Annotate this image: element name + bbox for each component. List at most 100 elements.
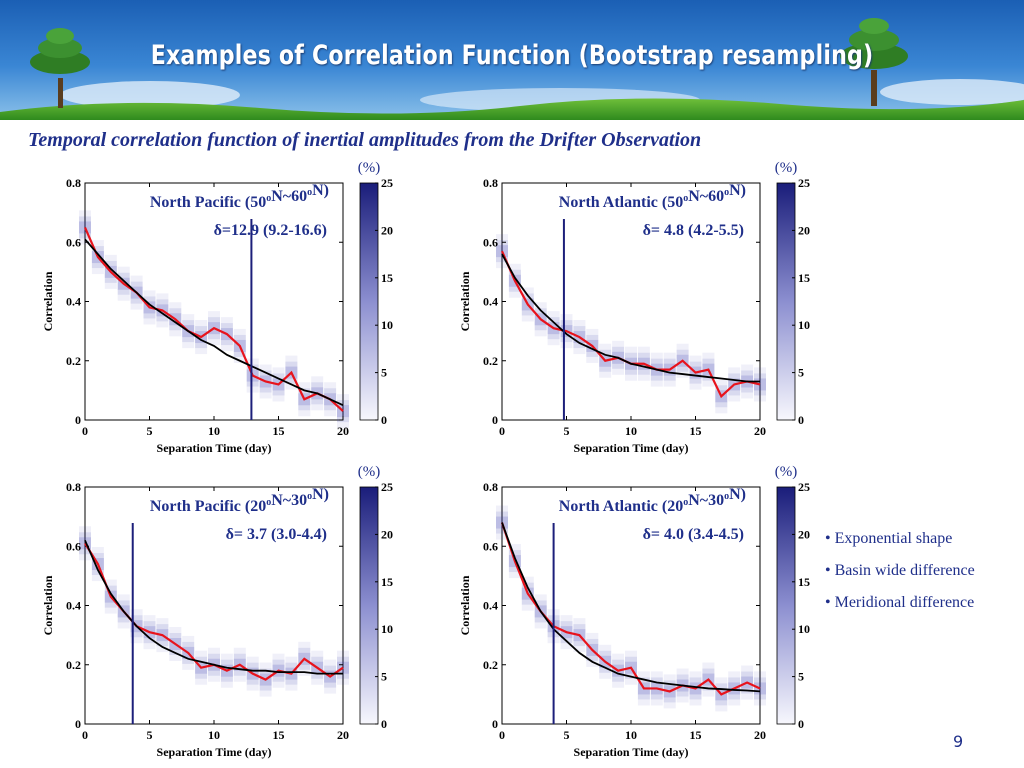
x-tick-label: 20 [754,424,766,438]
region-label: North Pacific (20oN~30oN) [150,486,329,515]
colorbar-tick-label: 0 [381,717,387,731]
region-label-part: North Pacific (20 [150,498,266,515]
colorbar-tick-label: 25 [381,480,393,494]
degree-superscript: o [266,497,271,508]
colorbar-tick-label: 15 [381,575,393,589]
y-tick-label: 0 [492,413,498,427]
plot-frame [501,182,761,421]
bullet-item: • Exponential shape [825,530,953,547]
colorbar-tick-label: 5 [798,670,804,684]
colorbar-tick-label: 10 [798,622,810,636]
bullet-list: • Exponential shape • Basin wide differe… [825,528,975,624]
chart-panel-2: 0 5 10 15 20 0 0.2 0.4 0.6 0.8 Separation Time (da… [41,464,393,759]
y-tick-label: 0.4 [483,599,498,613]
page-number: 9 [953,732,964,751]
colorbar-tick-label: 10 [798,318,810,332]
degree-superscript: o [724,491,729,502]
x-tick-label: 0 [82,424,88,438]
region-label-part: North Atlantic (50 [559,194,683,211]
colorbar [776,486,796,725]
region-label-part: N~30 [688,492,724,509]
y-tick-label: 0.6 [66,235,81,249]
colorbar-unit-label: (%) [358,160,381,176]
x-tick-label: 5 [564,424,570,438]
x-tick-label: 15 [273,424,285,438]
chart-panel-0: 0 5 10 15 20 0 0.2 0.4 0.6 0.8 Separation Time (da… [41,160,393,455]
y-tick-label: 0.6 [66,539,81,553]
colorbar-tick-label: 20 [798,527,810,541]
x-tick-label: 5 [147,728,153,742]
header-banner: Examples of Correlation Function (Bootst… [0,0,1024,120]
chart-panel-3: 0 5 10 15 20 0 0.2 0.4 0.6 0.8 Separation Time (da… [458,464,810,759]
plot-frame [84,182,344,421]
region-label: North Atlantic (50oN~60oN) [559,182,746,211]
x-tick-label: 10 [625,728,637,742]
y-tick-label: 0.2 [483,354,498,368]
plot-frame [84,486,344,725]
y-axis-label: Correlation [41,575,55,635]
degree-superscript: o [683,193,688,204]
colorbar-tick-label: 5 [381,670,387,684]
colorbar-tick-label: 15 [381,271,393,285]
colorbar [776,182,796,421]
y-tick-label: 0.4 [66,295,81,309]
degree-superscript: o [266,193,271,204]
series-line-fit [501,253,760,383]
x-axis-label: Separation Time (day) [157,745,272,759]
series-line-fit [84,539,343,675]
region-label-part: N~30 [271,492,307,509]
x-tick-label: 0 [499,424,505,438]
x-tick-label: 10 [625,424,637,438]
slide-title: Examples of Correlation Function (Bootst… [150,40,874,71]
colorbar-unit-label: (%) [775,160,798,176]
colorbar-tick-label: 5 [381,366,387,380]
x-tick-label: 5 [564,728,570,742]
x-tick-label: 10 [208,424,220,438]
colorbar-tick-label: 20 [798,223,810,237]
y-tick-label: 0.8 [483,480,498,494]
region-label-part: North Atlantic (20 [559,498,683,515]
region-label-part: N~60 [271,188,307,205]
x-tick-label: 15 [690,424,702,438]
colorbar-tick-label: 5 [798,366,804,380]
y-tick-label: 0.6 [483,539,498,553]
y-tick-label: 0.8 [66,480,81,494]
chart-panel-1: 0 5 10 15 20 0 0.2 0.4 0.6 0.8 Separation Time (da… [458,160,810,455]
series-line-fit [501,522,761,693]
colorbar [359,486,379,725]
degree-superscript: o [307,491,312,502]
region-label-part: N) [312,486,329,503]
y-axis-label: Correlation [458,271,472,331]
colorbar-tick-label: 25 [381,176,393,190]
series-line-fit [84,238,344,407]
colorbar-tick-label: 10 [381,622,393,636]
bullet-item: • Meridional difference [825,594,975,611]
region-label: North Pacific (50oN~60oN) [150,182,329,211]
sky-banner-image [0,0,1024,120]
colorbar-tick-label: 10 [381,318,393,332]
degree-superscript: o [683,497,688,508]
y-tick-label: 0.8 [66,176,81,190]
colorbar-unit-label: (%) [358,464,381,480]
series-line-observed [83,226,344,412]
region-label-part: N~60 [688,188,724,205]
y-tick-label: 0.2 [66,658,81,672]
x-tick-label: 20 [337,424,349,438]
x-axis-label: Separation Time (day) [574,441,689,455]
colorbar-tick-label: 25 [798,480,810,494]
colorbar-unit-label: (%) [775,464,798,480]
y-tick-label: 0 [75,413,81,427]
delta-label: δ= 4.8 (4.2-5.5) [643,222,744,239]
x-tick-label: 5 [147,424,153,438]
region-label-part: N) [729,182,746,199]
delta-label: δ=12.9 (9.2-16.6) [214,222,327,239]
x-axis-label: Separation Time (day) [574,745,689,759]
degree-superscript: o [307,187,312,198]
y-tick-label: 0.2 [483,658,498,672]
y-tick-label: 0.4 [483,295,498,309]
x-tick-label: 15 [690,728,702,742]
region-label-part: N) [312,182,329,199]
delta-label: δ= 4.0 (3.4-4.5) [643,526,744,543]
x-axis-label: Separation Time (day) [157,441,272,455]
colorbar-tick-label: 0 [381,413,387,427]
